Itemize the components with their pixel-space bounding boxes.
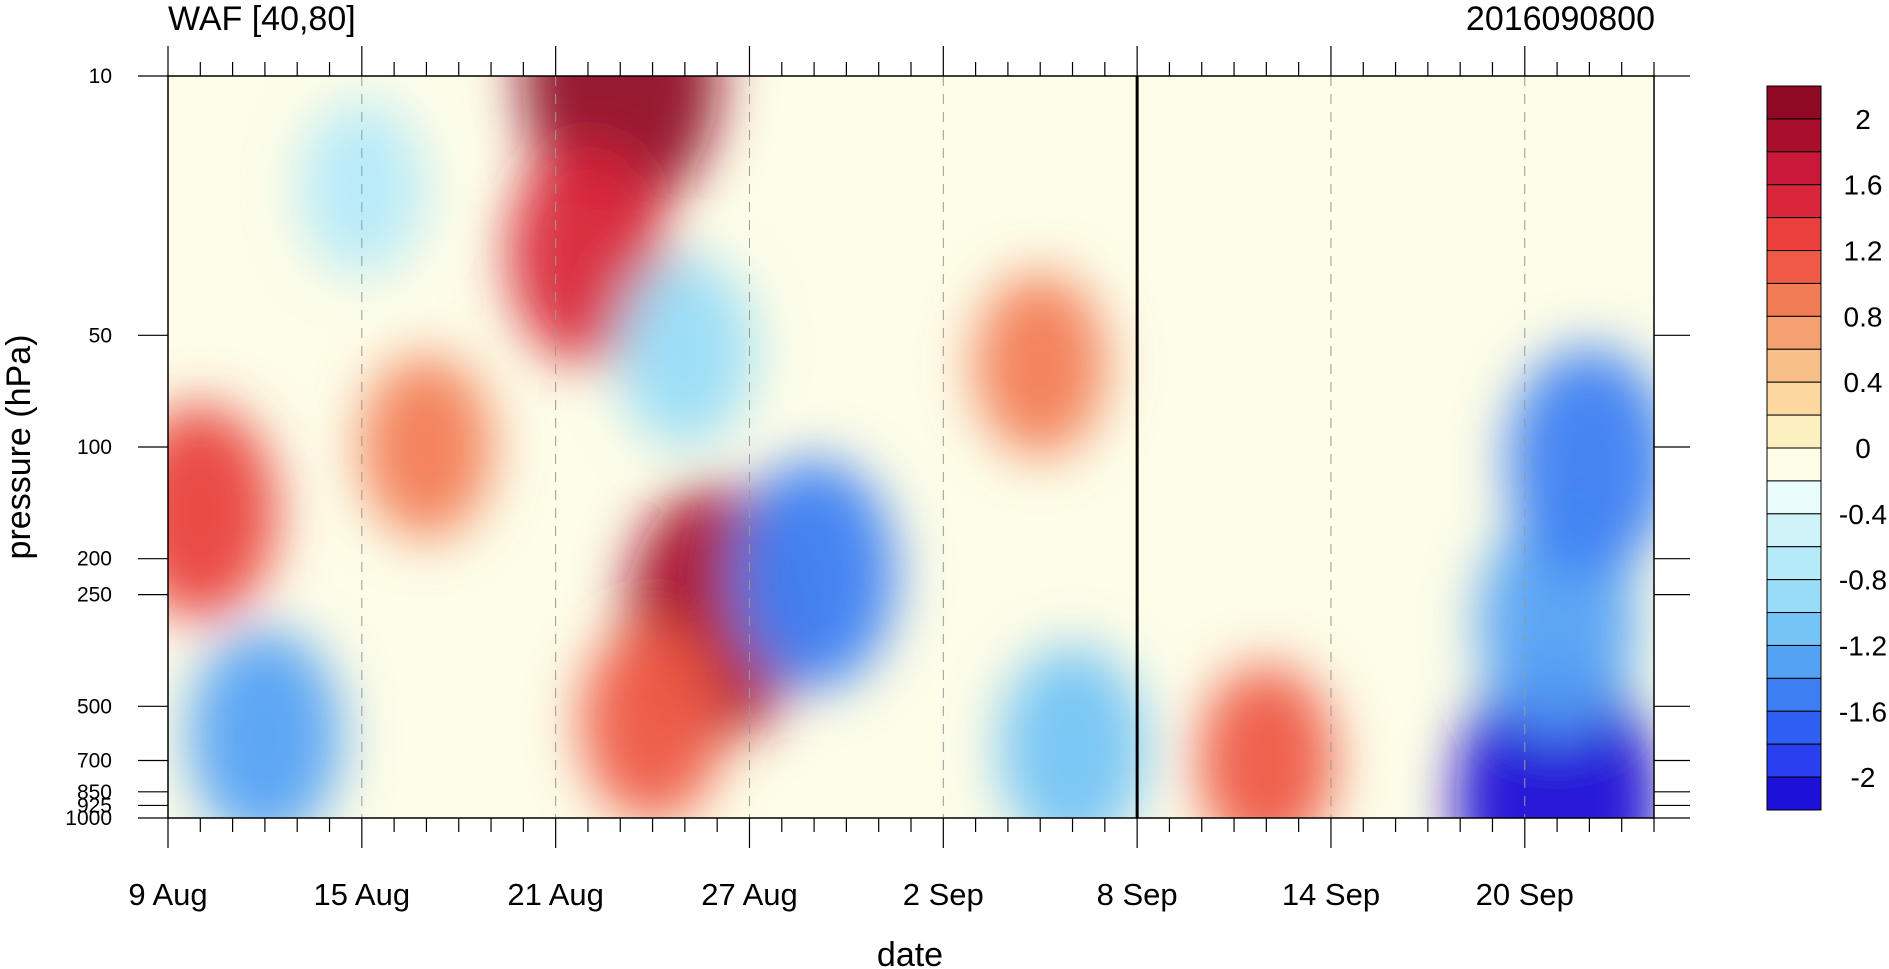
colorbar-swatch	[1766, 579, 1822, 614]
heat-feature	[975, 273, 1106, 456]
y-tick-label: 100	[77, 436, 112, 459]
heat-feature	[168, 405, 277, 620]
colorbar-swatch	[1766, 315, 1822, 350]
colorbar-swatch	[1766, 546, 1822, 581]
y-tick-label: 50	[89, 324, 112, 347]
x-tick-label: 8 Sep	[1097, 877, 1178, 912]
colorbar-swatch	[1766, 612, 1822, 646]
colorbar-label: -0.8	[1839, 565, 1887, 596]
colorbar-label: 0.8	[1844, 301, 1883, 332]
colorbar-swatch	[1766, 776, 1822, 811]
colorbar-swatch	[1766, 85, 1822, 120]
colorbar: 2 1.6 1.2 0.8 0.4 0 -0.4 -0.8 -1.2 -1.6 -2	[1766, 85, 1887, 811]
x-tick-label: 15 Aug	[314, 877, 411, 912]
y-tick-label: 925	[77, 794, 112, 817]
chart-title-left: WAF [40,80]	[168, 0, 356, 38]
colorbar-label: 2	[1855, 104, 1871, 135]
x-axis: 9 Aug 15 Aug 21 Aug 27 Aug 2 Sep 8 Sep 14 Sep 2…	[128, 46, 1655, 912]
colorbar-swatch	[1766, 282, 1822, 317]
colorbar-swatch	[1766, 743, 1822, 778]
y-tick-label: 1000	[65, 807, 112, 830]
y-axis-label: pressure (hPa)	[0, 335, 38, 560]
plot-area	[167, 75, 1655, 819]
y-tick-label: 850	[77, 781, 112, 804]
colorbar-label: 1.6	[1844, 170, 1883, 201]
heat-feature	[1198, 665, 1335, 818]
heat-feature	[732, 459, 897, 690]
x-tick-label: 20 Sep	[1476, 877, 1574, 912]
colorbar-swatch	[1766, 513, 1822, 548]
heat-field	[168, 76, 1654, 818]
colorbar-swatch	[1766, 118, 1822, 153]
colorbar-swatch	[1766, 677, 1822, 712]
chart-title-right: 2016090800	[1465, 0, 1655, 38]
colorbar-swatch	[1766, 644, 1822, 679]
colorbar-swatch	[1766, 184, 1822, 219]
colorbar-swatch	[1766, 710, 1822, 745]
x-tick-label: 14 Sep	[1282, 877, 1380, 912]
heat-feature	[188, 628, 342, 818]
colorbar-label: -0.4	[1839, 499, 1887, 530]
heat-feature	[361, 356, 492, 538]
x-tick-label: 21 Aug	[507, 877, 604, 912]
colorbar-swatch	[1766, 381, 1822, 416]
x-axis-label: date	[877, 936, 943, 969]
colorbar-label: -2	[1851, 762, 1876, 793]
colorbar-swatch	[1766, 414, 1822, 449]
heat-feature	[998, 645, 1147, 818]
colorbar-swatch	[1766, 217, 1822, 252]
heat-feature	[581, 622, 724, 818]
x-tick-label: 9 Aug	[128, 877, 207, 912]
colorbar-label: -1.6	[1839, 696, 1887, 727]
x-tick-label: 2 Sep	[903, 877, 984, 912]
colorbar-label: 0.4	[1844, 367, 1883, 398]
colorbar-swatch	[1766, 348, 1822, 383]
colorbar-swatch	[1766, 480, 1822, 515]
heat-feature	[1507, 347, 1654, 578]
colorbar-label: 0	[1855, 433, 1871, 464]
colorbar-label: -1.2	[1839, 630, 1887, 661]
y-tick-label: 200	[77, 548, 112, 571]
y-tick-label: 500	[77, 695, 112, 718]
colorbar-swatch	[1766, 250, 1822, 284]
colorbar-label: 1.2	[1844, 236, 1883, 267]
y-tick-label: 700	[77, 750, 112, 773]
x-tick-label: 27 Aug	[701, 877, 798, 912]
y-tick-label: 10	[89, 65, 112, 88]
colorbar-swatch	[1766, 447, 1822, 482]
y-tick-label: 250	[77, 584, 112, 607]
colorbar-swatch	[1766, 151, 1822, 186]
heat-feature	[616, 255, 753, 446]
